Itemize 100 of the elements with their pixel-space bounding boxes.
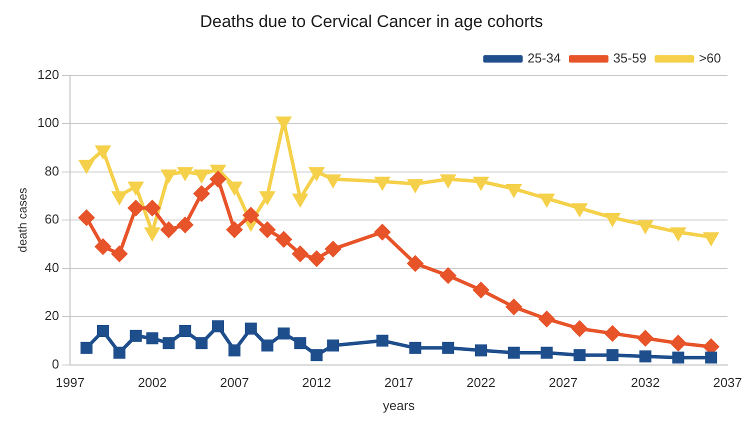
point: [375, 176, 390, 190]
x-tick-label: 1997: [56, 375, 85, 390]
point: [409, 342, 422, 354]
point: [671, 227, 686, 240]
point: [210, 171, 226, 187]
point: [96, 145, 110, 158]
point: [474, 176, 488, 190]
x-tick-label: 2037: [713, 375, 742, 390]
point: [80, 160, 94, 172]
x-tick-label: 2002: [138, 375, 167, 390]
point: [292, 246, 308, 262]
point: [310, 349, 323, 362]
point: [310, 167, 324, 180]
point: [145, 227, 160, 240]
point: [179, 325, 192, 338]
point: [327, 340, 340, 352]
point: [670, 335, 686, 351]
point: [130, 330, 142, 342]
point: [508, 346, 520, 359]
point: [639, 350, 652, 362]
point: [574, 349, 586, 362]
x-tick-label: 2012: [302, 375, 332, 390]
point: [442, 342, 454, 354]
point: [294, 337, 306, 350]
point: [260, 191, 274, 204]
point: [80, 342, 93, 354]
y-tick-label: 40: [44, 260, 60, 275]
point: [128, 182, 143, 194]
point: [473, 282, 489, 298]
point: [572, 320, 588, 336]
legend-label: 25-34: [527, 50, 561, 66]
point: [162, 170, 176, 182]
point: [704, 232, 718, 245]
point: [95, 238, 111, 254]
x-tick-label: 2032: [630, 375, 660, 390]
x-tick-label: 2022: [466, 375, 496, 390]
point: [261, 340, 274, 352]
point: [144, 200, 160, 216]
point: [276, 232, 292, 248]
point: [408, 256, 423, 272]
point: [243, 208, 259, 224]
point: [506, 184, 521, 196]
x-tick-label: 2007: [220, 375, 249, 390]
point: [128, 200, 144, 216]
point: [506, 299, 522, 315]
point: [162, 337, 175, 350]
point: [260, 222, 276, 238]
point: [326, 174, 340, 187]
point: [325, 241, 341, 257]
point: [212, 320, 224, 332]
point: [705, 352, 718, 364]
point: [540, 346, 553, 359]
point: [112, 191, 126, 204]
point: [638, 330, 654, 346]
point: [228, 344, 240, 356]
point: [293, 194, 308, 206]
point: [604, 326, 620, 342]
point: [408, 179, 422, 192]
point: [196, 337, 208, 350]
y-axis-title: death cases: [16, 188, 30, 252]
point: [226, 222, 242, 238]
x-tick-label: 2027: [548, 375, 578, 390]
point: [96, 325, 109, 338]
point: [475, 344, 487, 356]
x-tick-label: 2017: [384, 375, 414, 390]
y-tick-label: 120: [37, 66, 60, 82]
point: [146, 332, 158, 344]
point: [540, 194, 554, 206]
point: [638, 220, 652, 233]
point: [278, 327, 290, 340]
point: [572, 203, 587, 216]
point: [194, 186, 210, 202]
y-tick-label: 20: [44, 308, 60, 324]
point: [440, 268, 456, 284]
point: [244, 322, 257, 335]
point: [376, 334, 388, 347]
point: [538, 311, 554, 327]
chart-title: Deaths due to Cervical Cancer in age cohorts: [200, 12, 544, 31]
point: [441, 174, 456, 187]
point: [672, 352, 684, 364]
point: [374, 224, 390, 240]
point: [178, 167, 192, 180]
point: [177, 217, 193, 233]
point: [160, 222, 176, 238]
point: [276, 116, 291, 129]
y-tick-label: 100: [37, 115, 60, 130]
point: [113, 346, 126, 359]
legend-label: 35-59: [613, 50, 646, 66]
point: [606, 349, 618, 362]
legend-label: >60: [698, 50, 722, 66]
point: [606, 212, 620, 226]
point: [194, 170, 209, 182]
y-tick-label: 0: [52, 356, 60, 372]
point: [112, 246, 128, 262]
y-tick-label: 80: [44, 163, 60, 178]
x-axis-title: years: [382, 398, 416, 413]
point: [78, 210, 94, 226]
y-tick-label: 60: [44, 212, 60, 227]
point: [308, 250, 324, 266]
point: [228, 182, 242, 194]
